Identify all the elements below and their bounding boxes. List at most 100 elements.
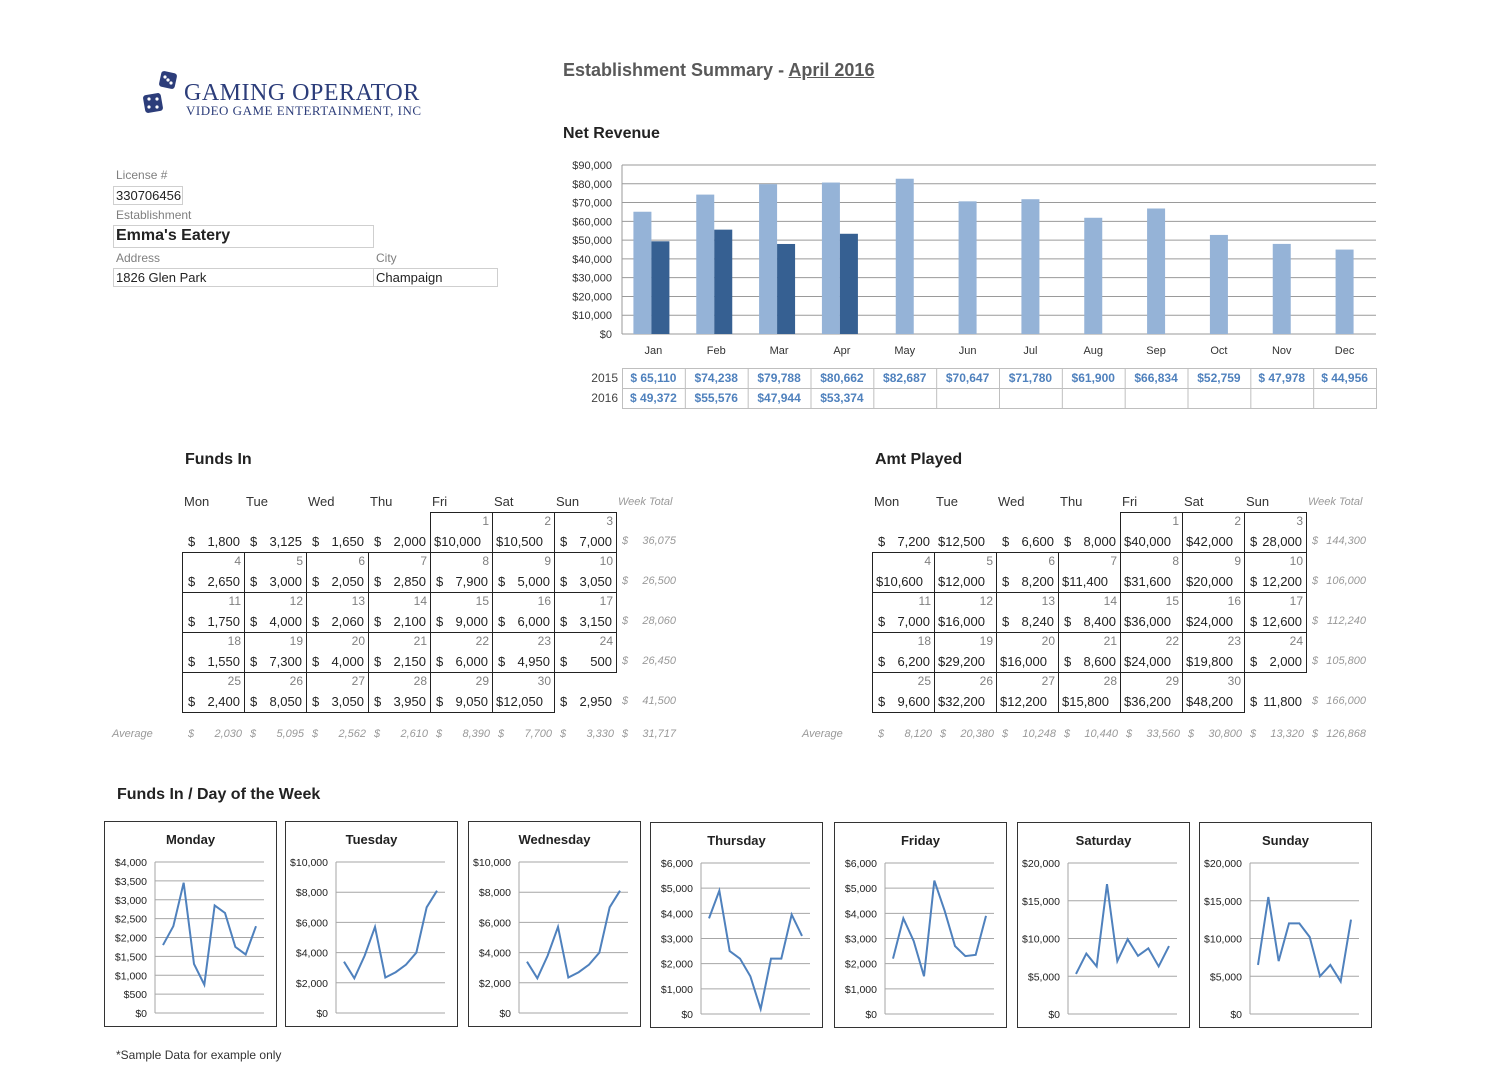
currency-symbol: $ bbox=[436, 694, 444, 709]
table-cell: $70,647 bbox=[945, 371, 990, 385]
net-revenue-title: Net Revenue bbox=[563, 125, 660, 142]
day-cell-border bbox=[492, 672, 555, 713]
day-number: 19 bbox=[289, 634, 303, 648]
license-field[interactable]: 330706456 bbox=[113, 186, 183, 205]
week-total-value: 112,240 bbox=[1327, 615, 1366, 627]
table-cell: $79,788 bbox=[757, 371, 801, 385]
title-prefix: Establishment Summary - bbox=[563, 60, 789, 80]
table-cell: $61,900 bbox=[1071, 371, 1115, 385]
day-number: 27 bbox=[351, 674, 365, 688]
y-tick-label: $0 bbox=[1230, 1009, 1242, 1021]
day-cell: 27 $12,200 bbox=[996, 672, 1058, 712]
y-tick-label: $4,000 bbox=[115, 857, 147, 869]
day-amount: $29,200 bbox=[938, 654, 985, 669]
currency-symbol: $ bbox=[498, 728, 505, 740]
day-amount: 2,400 bbox=[207, 694, 240, 709]
average-value: 8,120 bbox=[904, 728, 932, 740]
currency-symbol: $ bbox=[250, 534, 258, 549]
y-tick-label: $4,000 bbox=[479, 948, 511, 960]
day-amount: 7,300 bbox=[269, 654, 302, 669]
currency-symbol: $ bbox=[436, 654, 444, 669]
day-cell: $7,200 bbox=[872, 512, 934, 552]
table-cell: $ 65,110 bbox=[630, 371, 677, 385]
currency-symbol: $ bbox=[1312, 615, 1319, 627]
day-amount: $40,000 bbox=[1124, 534, 1171, 549]
report-month[interactable]: April 2016 bbox=[788, 60, 875, 80]
day-cell: 22 $6,000 bbox=[430, 632, 492, 672]
currency-symbol: $ bbox=[622, 615, 629, 627]
y-tick-label: $5,000 bbox=[1210, 971, 1242, 983]
establishment-label: Establishment bbox=[116, 208, 192, 222]
day-number: 21 bbox=[1103, 634, 1117, 648]
day-number: 6 bbox=[1048, 554, 1055, 568]
currency-symbol: $ bbox=[940, 728, 947, 740]
day-number: 15 bbox=[1165, 594, 1179, 608]
day-cell: 15 $9,000 bbox=[430, 592, 492, 632]
day-number: 1 bbox=[482, 514, 489, 528]
week-total: $166,000 bbox=[1312, 695, 1366, 707]
y-tick-label: $6,000 bbox=[661, 858, 693, 870]
day-of-week-title: Funds In / Day of the Week bbox=[117, 786, 321, 803]
day-cell: 6 $8,200 bbox=[996, 552, 1058, 592]
y-tick-label: $20,000 bbox=[1204, 858, 1242, 870]
y-tick-label: $0 bbox=[865, 1009, 877, 1021]
y-tick-label: $0 bbox=[316, 1008, 328, 1020]
day-number: 17 bbox=[599, 594, 613, 608]
day-number: 18 bbox=[917, 634, 931, 648]
currency-symbol: $ bbox=[188, 654, 196, 669]
establishment-field[interactable]: Emma's Eatery bbox=[113, 225, 374, 248]
day-amount: 1,550 bbox=[207, 654, 240, 669]
week-total-value: 166,000 bbox=[1326, 695, 1366, 707]
day-number: 26 bbox=[289, 674, 303, 688]
weekday-header: Mon bbox=[184, 494, 210, 509]
currency-symbol: $ bbox=[560, 728, 567, 740]
weekday-header: Tue bbox=[246, 494, 268, 509]
day-cell: 22 $24,000 bbox=[1120, 632, 1182, 672]
x-tick-label: Oct bbox=[1210, 345, 1227, 357]
day-cell: 5 $12,000 bbox=[934, 552, 996, 592]
day-number: 20 bbox=[351, 634, 365, 648]
day-cell: $11,800 bbox=[1244, 672, 1306, 712]
day-amount: 6,600 bbox=[1021, 534, 1054, 549]
average-label: Average bbox=[112, 728, 153, 740]
currency-symbol: $ bbox=[188, 574, 196, 589]
day-number: 24 bbox=[1289, 634, 1303, 648]
day-number: 8 bbox=[1172, 554, 1179, 568]
table-cell: $66,834 bbox=[1134, 371, 1178, 385]
day-amount: 8,240 bbox=[1021, 614, 1054, 629]
average-value: 10,248 bbox=[1022, 728, 1056, 740]
weekday-header: Sun bbox=[1246, 494, 1270, 509]
day-number: 23 bbox=[537, 634, 551, 648]
currency-symbol: $ bbox=[1002, 534, 1010, 549]
bar-2015 bbox=[895, 178, 914, 334]
y-tick-label: $5,000 bbox=[661, 883, 693, 895]
company-logo: GAMING OPERATOR VIDEO GAME ENTERTAINMENT… bbox=[138, 70, 438, 120]
day-cell-border bbox=[1182, 672, 1245, 713]
amt-played-calendar: Mon Tue Wed Thu Fri Sat Sun Week Total $7,200 $12… bbox=[802, 494, 1366, 740]
currency-symbol: $ bbox=[374, 654, 382, 669]
series-line bbox=[343, 890, 438, 981]
day-number: 22 bbox=[475, 634, 489, 648]
bar-2016 bbox=[651, 241, 670, 334]
day-cell: 4 $2,650 bbox=[182, 552, 244, 592]
day-number: 25 bbox=[917, 674, 931, 688]
day-amount: 7,000 bbox=[897, 614, 930, 629]
weekday-header: Sat bbox=[1184, 494, 1204, 509]
day-number: 5 bbox=[296, 554, 303, 568]
city-field[interactable]: Champaign bbox=[373, 268, 498, 287]
week-total: $106,000 bbox=[1312, 575, 1366, 587]
bar-2015 bbox=[1021, 199, 1040, 334]
average-value: 2,030 bbox=[214, 728, 242, 740]
y-tick-label: $0 bbox=[600, 329, 612, 341]
day-cell: 13 $8,240 bbox=[996, 592, 1058, 632]
day-cell: $1,800 bbox=[182, 512, 244, 552]
x-tick-label: Jun bbox=[959, 345, 977, 357]
currency-symbol: $ bbox=[1250, 574, 1258, 589]
currency-symbol: $ bbox=[560, 694, 568, 709]
day-cell: 12 $16,000 bbox=[934, 592, 996, 632]
day-cell: 29 $36,200 bbox=[1120, 672, 1182, 712]
day-amount: 4,950 bbox=[517, 654, 550, 669]
logo-line-2: VIDEO GAME ENTERTAINMENT, INC bbox=[186, 103, 422, 118]
day-amount: 11,800 bbox=[1263, 694, 1302, 709]
line-chart: $0 $500 $1,000 $1,500 $2,000 $2,500 $3,000 $3,5… bbox=[115, 857, 264, 1020]
